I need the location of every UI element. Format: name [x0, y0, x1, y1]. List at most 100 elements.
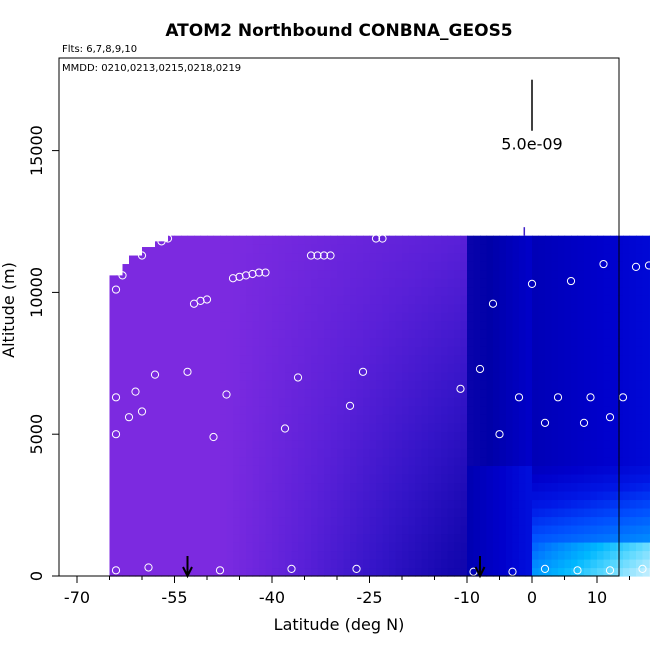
heatmap-cell [259, 329, 267, 339]
heatmap-cell [545, 380, 553, 390]
heatmap-cell [564, 244, 572, 254]
heatmap-cell [558, 337, 566, 347]
heatmap-cell [220, 312, 228, 322]
heatmap-cell [467, 371, 475, 381]
heatmap-cell [610, 295, 618, 305]
heatmap-cell [207, 269, 215, 279]
heatmap-cell [168, 337, 176, 347]
heatmap-cell [512, 558, 520, 569]
heatmap-cell [642, 422, 650, 432]
heatmap-cell [278, 303, 286, 313]
heatmap-cell [421, 388, 429, 398]
heatmap-cell [499, 346, 507, 356]
heatmap-cell [493, 524, 501, 535]
heatmap-cell [265, 244, 273, 254]
heatmap-cell [454, 371, 462, 381]
heatmap-cell [213, 286, 221, 296]
heatmap-cell [239, 507, 247, 518]
heatmap-cell [408, 295, 416, 305]
heatmap-cell [642, 346, 650, 356]
heatmap-cell [246, 448, 254, 458]
heatmap-cell [311, 405, 319, 415]
heatmap-cell [571, 397, 579, 407]
heatmap-cell [278, 473, 286, 484]
heatmap-cell [304, 320, 312, 330]
heatmap-cell [636, 380, 644, 390]
heatmap-cell [421, 507, 429, 518]
heatmap-cell [486, 252, 494, 262]
heatmap-cell [187, 456, 195, 466]
heatmap-cell [148, 490, 156, 501]
heatmap-cell [493, 303, 501, 313]
heatmap-cell [519, 507, 527, 518]
heatmap-cell [142, 550, 150, 560]
heatmap-cell [447, 303, 455, 313]
heatmap-cell [226, 286, 234, 296]
heatmap-cell [285, 380, 293, 390]
heatmap-cell [337, 439, 345, 449]
heatmap-cell [421, 252, 429, 262]
heatmap-cell [337, 397, 345, 407]
heatmap-cell [220, 337, 228, 347]
heatmap-cell [298, 499, 306, 509]
heatmap-cell [480, 490, 488, 501]
heatmap-cell [343, 380, 351, 390]
heatmap-cell [623, 541, 631, 552]
heatmap-cell [402, 456, 410, 466]
heatmap-cell [343, 516, 351, 526]
heatmap-cell [623, 320, 631, 330]
heatmap-cell [220, 405, 228, 415]
heatmap-cell [571, 482, 579, 492]
heatmap-cell [389, 439, 397, 449]
heatmap-cell [278, 371, 286, 381]
heatmap-cell [200, 431, 208, 441]
heatmap-cell [181, 533, 189, 543]
heatmap-cell [213, 456, 221, 466]
heatmap-cell [642, 405, 650, 415]
heatmap-cell [330, 482, 338, 492]
heatmap-cell [311, 422, 319, 432]
heatmap-cell [545, 567, 553, 577]
heatmap-cell [629, 337, 637, 347]
heatmap-cell [148, 247, 156, 254]
heatmap-cell [486, 388, 494, 398]
heatmap-cell [538, 456, 546, 466]
heatmap-cell [616, 465, 624, 475]
heatmap-cell [259, 337, 267, 347]
heatmap-cell [506, 422, 514, 432]
heatmap-cell [454, 346, 462, 356]
heatmap-cell [148, 516, 156, 526]
heatmap-cell [304, 490, 312, 501]
heatmap-cell [571, 507, 579, 518]
heatmap-cell [389, 473, 397, 484]
heatmap-cell [311, 337, 319, 347]
heatmap-cell [324, 295, 332, 305]
heatmap-cell [350, 541, 358, 552]
heatmap-cell [168, 558, 176, 569]
heatmap-cell [532, 482, 540, 492]
heatmap-cell [506, 405, 514, 415]
heatmap-cell [610, 388, 618, 398]
heatmap-cell [272, 354, 280, 364]
heatmap-cell [551, 363, 559, 373]
heatmap-cell [538, 533, 546, 543]
heatmap-cell [129, 448, 137, 458]
heatmap-cell [135, 524, 143, 535]
heatmap-cell [291, 456, 299, 466]
heatmap-cell [207, 414, 215, 424]
heatmap-cell [493, 295, 501, 305]
heatmap-cell [551, 558, 559, 569]
heatmap-cell [148, 380, 156, 390]
heatmap-cell [239, 329, 247, 339]
heatmap-cell [187, 473, 195, 484]
heatmap-cell [519, 354, 527, 364]
heatmap-cell [129, 490, 137, 501]
heatmap-cell [246, 261, 254, 271]
heatmap-cell [122, 388, 130, 398]
heatmap-cell [363, 465, 371, 475]
heatmap-cell [122, 363, 130, 373]
heatmap-cell [473, 405, 481, 415]
heatmap-cell [330, 388, 338, 398]
heatmap-cell [291, 278, 299, 288]
heatmap-cell [239, 558, 247, 569]
